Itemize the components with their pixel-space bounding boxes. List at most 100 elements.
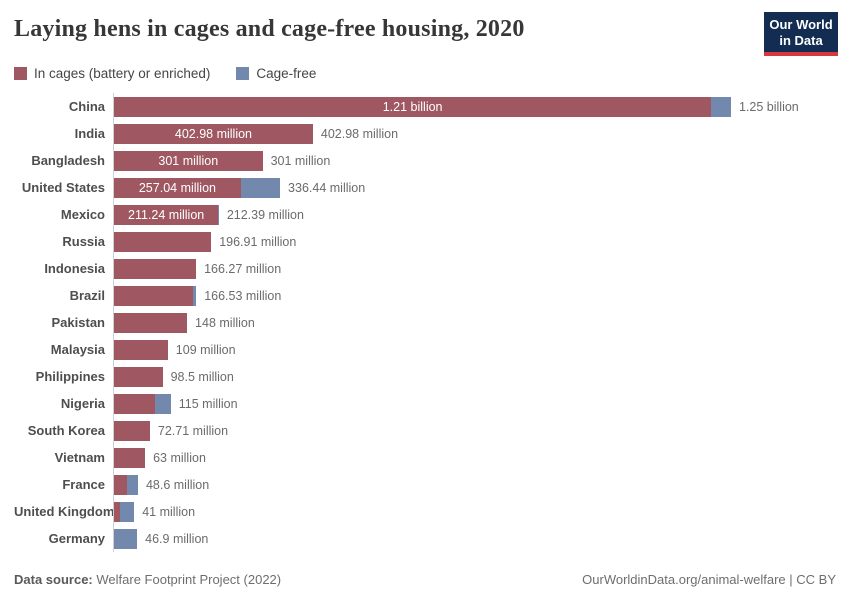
bar-segment-in_cages[interactable] [114, 447, 146, 468]
plot-cell: 1.21 billion 1.25 billion [113, 93, 850, 120]
bar-segment-in_cages[interactable]: 402.98 million [114, 123, 313, 144]
bar-total-label: 115 million [178, 396, 238, 411]
bar-total-label: 63 million [153, 450, 206, 465]
bar-total-label: 72.71 million [157, 423, 229, 438]
bar-chart: China 1.21 billion 1.25 billion India 402.98… [14, 93, 850, 552]
data-source-value: Welfare Footprint Project (2022) [96, 572, 282, 587]
bar-segment-cage_free[interactable] [126, 474, 138, 495]
bar-value-label-inside: 211.24 million [128, 207, 205, 222]
country-label: United Kingdom [14, 504, 115, 519]
plot-cell: 98.5 million [113, 363, 850, 390]
bar-segment-in_cages[interactable] [114, 258, 197, 279]
bar-value-label-inside: 257.04 million [138, 180, 216, 195]
country-label: Nigeria [60, 396, 105, 411]
bar-segment-in_cages[interactable] [114, 312, 188, 333]
bar-total-label: 336.44 million [288, 180, 366, 195]
bar-total-label: 402.98 million [320, 126, 399, 141]
country-label: South Korea [27, 423, 105, 438]
page-title: Laying hens in cages and cage-free housi… [14, 16, 525, 42]
plot-cell: 211.24 million 212.39 million [113, 201, 850, 228]
bar-value-label-inside: 1.21 billion [382, 99, 443, 114]
bar-value-label-inside: 301 million [158, 153, 219, 168]
bar-segment-in_cages[interactable] [114, 366, 163, 387]
legend-item-in_cages: In cages (battery or enriched) [14, 66, 210, 81]
country-label: Mexico [60, 207, 105, 222]
chart-row: Malaysia 109 million [14, 336, 850, 363]
chart-row: Philippines 98.5 million [14, 363, 850, 390]
bar-total-label: 196.91 million [219, 234, 297, 249]
plot-cell: 115 million [113, 390, 850, 417]
bar-segment-cage_free[interactable] [155, 393, 171, 414]
plot-cell: 46.9 million [113, 525, 850, 552]
plot-cell: 109 million [113, 336, 850, 363]
chart-row: South Korea 72.71 million [14, 417, 850, 444]
chart-row: Germany 46.9 million [14, 525, 850, 552]
bar-segment-in_cages[interactable] [114, 339, 168, 360]
chart-row: France 48.6 million [14, 471, 850, 498]
bar-total-label: 109 million [175, 342, 236, 357]
chart-header: Laying hens in cages and cage-free housi… [0, 0, 850, 57]
country-label: Germany [48, 531, 105, 546]
chart-row: China 1.21 billion 1.25 billion [14, 93, 850, 120]
legend-swatch-in_cages [14, 67, 27, 80]
bar-total-label: 166.53 million [204, 288, 282, 303]
bar-segment-cage_free[interactable] [240, 177, 281, 198]
plot-cell: 148 million [113, 309, 850, 336]
bar-segment-in_cages[interactable]: 257.04 million [114, 177, 241, 198]
bar-segment-in_cages[interactable] [114, 393, 156, 414]
chart-row: Indonesia 166.27 million [14, 255, 850, 282]
legend-label: In cages (battery or enriched) [34, 66, 211, 81]
owid-logo-line1: Our World [769, 17, 833, 32]
country-label: Pakistan [51, 315, 105, 330]
bar-segment-in_cages[interactable] [114, 420, 150, 441]
bar-segment-in_cages[interactable] [114, 231, 212, 252]
credit-link[interactable]: OurWorldinData.org/animal-welfare | CC B… [582, 572, 836, 587]
country-label: Vietnam [54, 450, 105, 465]
bar-segment-in_cages[interactable]: 211.24 million [114, 204, 219, 225]
bar-value-label-inside: 402.98 million [174, 126, 253, 141]
data-source-label: Data source: [14, 572, 93, 587]
chart-row: Nigeria 115 million [14, 390, 850, 417]
plot-cell: 72.71 million [113, 417, 850, 444]
bar-total-label: 166.27 million [204, 261, 282, 276]
plot-cell: 402.98 million 402.98 million [113, 120, 850, 147]
bar-segment-cage_free[interactable] [218, 204, 219, 225]
bar-segment-cage_free[interactable] [192, 285, 197, 306]
bar-segment-cage_free[interactable] [114, 528, 138, 549]
country-label: France [62, 477, 105, 492]
country-label: Brazil [69, 288, 105, 303]
country-label: China [68, 99, 105, 114]
plot-cell: 166.27 million [113, 255, 850, 282]
chart-row: Vietnam 63 million [14, 444, 850, 471]
bar-segment-in_cages[interactable] [114, 474, 127, 495]
plot-cell: 48.6 million [113, 471, 850, 498]
chart-row: Pakistan 148 million [14, 309, 850, 336]
bar-total-label: 212.39 million [226, 207, 304, 222]
bar-total-label: 98.5 million [170, 369, 234, 384]
legend-item-cage_free: Cage-free [236, 66, 316, 81]
bar-segment-cage_free[interactable] [711, 96, 731, 117]
owid-logo: Our World in Data [764, 12, 838, 57]
chart-row: Russia 196.91 million [14, 228, 850, 255]
country-label: India [74, 126, 105, 141]
bar-segment-in_cages[interactable]: 1.21 billion [114, 96, 712, 117]
data-source: Data source: Welfare Footprint Project (… [14, 572, 281, 587]
country-label: Russia [62, 234, 105, 249]
chart-row: India 402.98 million 402.98 million [14, 120, 850, 147]
country-label: Bangladesh [31, 153, 105, 168]
plot-cell: 257.04 million 336.44 million [113, 174, 850, 201]
chart-footer: Data source: Welfare Footprint Project (… [14, 572, 836, 587]
bar-segment-in_cages[interactable] [114, 285, 193, 306]
bar-total-label: 41 million [142, 504, 196, 519]
legend-label: Cage-free [256, 66, 317, 81]
bar-total-label: 148 million [195, 315, 255, 330]
chart-row: Bangladesh 301 million 301 million [14, 147, 850, 174]
bar-segment-in_cages[interactable] [114, 501, 120, 522]
plot-cell: 166.53 million [113, 282, 850, 309]
bar-total-label: 48.6 million [145, 477, 210, 492]
chart-row: United States 257.04 million 336.44 millio… [14, 174, 850, 201]
legend-swatch-cage_free [236, 67, 250, 80]
bar-segment-in_cages[interactable]: 301 million [114, 150, 263, 171]
bar-segment-cage_free[interactable] [119, 501, 135, 522]
